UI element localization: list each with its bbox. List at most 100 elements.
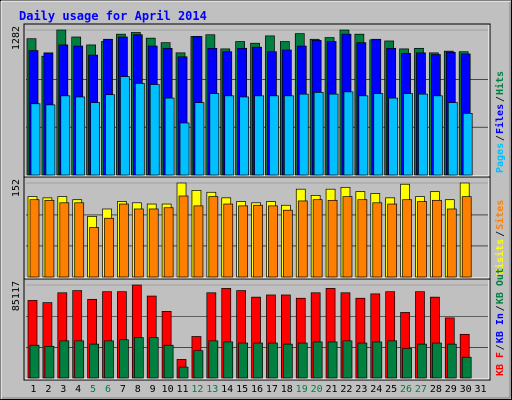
bar-sites-day-16 — [253, 204, 263, 278]
bar-kb-out-day-4 — [74, 340, 85, 379]
panel-legend: Visits /Sites — [494, 200, 506, 275]
x-tick-label: 6 — [105, 384, 111, 395]
x-tick-label: 3 — [60, 384, 66, 395]
bar-kb-out-day-30 — [461, 356, 472, 379]
x-tick-label: 27 — [415, 384, 427, 395]
x-tick-label: 31 — [475, 384, 487, 395]
bar-pages-day-12 — [194, 102, 205, 176]
legend-separator: / — [495, 305, 506, 311]
x-tick-label: 2 — [45, 384, 51, 395]
bar-kb-out-day-15 — [238, 342, 248, 379]
bar-pages-day-2 — [45, 104, 56, 176]
bar-sites-day-5 — [89, 227, 99, 278]
legend-separator: / — [495, 344, 506, 350]
y-axis-max-label: 152 — [11, 179, 22, 197]
bar-kb-out-day-17 — [268, 342, 278, 379]
bar-pages-day-20 — [313, 92, 324, 176]
bar-kb-out-day-22 — [342, 340, 353, 379]
bar-sites-day-27 — [417, 201, 427, 278]
x-tick-label: 16 — [251, 384, 263, 395]
bar-kb-out-day-13 — [208, 340, 219, 379]
bar-sites-day-18 — [283, 209, 293, 278]
legend-item: Files — [494, 104, 506, 134]
bar-kb-out-day-14 — [223, 341, 234, 379]
x-tick-label: 21 — [325, 384, 337, 395]
bar-pages-day-1 — [30, 103, 41, 176]
bar-sites-day-17 — [268, 205, 278, 278]
bar-kb-out-day-12 — [193, 350, 204, 379]
bar-pages-day-27 — [418, 93, 428, 176]
bar-pages-day-16 — [254, 95, 264, 176]
legend-separator: / — [495, 96, 506, 102]
bar-kb-out-day-24 — [372, 341, 383, 379]
x-tick-label: 13 — [206, 384, 218, 395]
bar-sites-day-15 — [238, 205, 248, 278]
legend-item: Sites — [494, 200, 506, 230]
bar-pages-day-24 — [373, 93, 384, 176]
bar-sites-day-30 — [461, 196, 472, 278]
x-tick-label: 24 — [370, 384, 382, 395]
y-axis-max-label: 85117 — [11, 281, 22, 311]
bar-pages-day-29 — [447, 102, 458, 176]
bar-sites-day-29 — [446, 208, 457, 278]
bar-sites-day-6 — [104, 217, 114, 278]
x-tick-label: 29 — [445, 384, 457, 395]
bar-pages-day-6 — [105, 94, 115, 176]
bar-pages-day-11 — [179, 122, 190, 176]
y-axis-max-label: 1282 — [11, 26, 22, 50]
x-tick-label: 23 — [355, 384, 367, 395]
chart-title: Daily usage for April 2014 — [19, 9, 207, 23]
chart-panels: 1282Pages/Files/Hits152Visits/Sites85117… — [11, 23, 506, 381]
bar-sites-day-26 — [402, 199, 412, 278]
x-tick-label: 5 — [90, 384, 96, 395]
x-tick-label: 28 — [430, 384, 442, 395]
x-tick-label: 4 — [75, 384, 81, 395]
bar-pages-day-25 — [388, 97, 399, 176]
bar-pages-day-14 — [224, 95, 235, 176]
bar-kb-out-day-6 — [104, 340, 114, 379]
legend-item: KB Out — [495, 268, 506, 304]
bar-kb-out-day-5 — [89, 343, 99, 379]
bar-kb-out-day-23 — [357, 342, 368, 379]
bar-pages-day-8 — [134, 83, 145, 176]
x-tick-label: 7 — [120, 384, 126, 395]
x-tick-label: 15 — [236, 384, 248, 395]
bar-pages-day-22 — [343, 91, 354, 176]
bar-sites-day-1 — [29, 199, 40, 278]
bar-pages-day-7 — [120, 76, 130, 176]
legend-separator: / — [495, 231, 506, 237]
bar-sites-day-20 — [312, 199, 323, 278]
bar-pages-day-19 — [298, 93, 309, 176]
bar-pages-day-10 — [164, 97, 175, 176]
x-tick-label: 17 — [266, 384, 278, 395]
x-tick-label: 18 — [281, 384, 293, 395]
bar-kb-out-day-25 — [387, 340, 398, 379]
bar-sites-day-13 — [208, 196, 219, 278]
bar-sites-day-23 — [357, 199, 368, 278]
bar-pages-day-15 — [239, 96, 249, 176]
bar-sites-day-8 — [133, 208, 144, 278]
bar-sites-day-10 — [163, 207, 174, 278]
bar-sites-day-19 — [297, 200, 308, 278]
x-tick-label: 30 — [460, 384, 472, 395]
x-tick-label: 20 — [311, 384, 323, 395]
bar-pages-day-3 — [60, 95, 71, 176]
bar-kb-out-day-21 — [327, 341, 338, 379]
legend-separator: / — [495, 135, 506, 141]
bar-pages-day-5 — [90, 102, 100, 176]
bar-pages-day-4 — [75, 96, 86, 176]
bar-pages-day-23 — [358, 95, 369, 176]
bar-kb-out-day-8 — [133, 337, 144, 379]
bar-sites-day-11 — [178, 195, 189, 278]
bar-kb-out-day-7 — [119, 339, 129, 379]
bar-pages-day-17 — [269, 95, 279, 176]
bar-kb-out-day-11 — [178, 366, 189, 379]
bar-sites-day-25 — [387, 203, 398, 278]
panel-frame — [23, 278, 491, 381]
bar-kb-out-day-20 — [312, 341, 323, 379]
x-tick-label: 12 — [191, 384, 203, 395]
x-tick-label: 19 — [296, 384, 308, 395]
